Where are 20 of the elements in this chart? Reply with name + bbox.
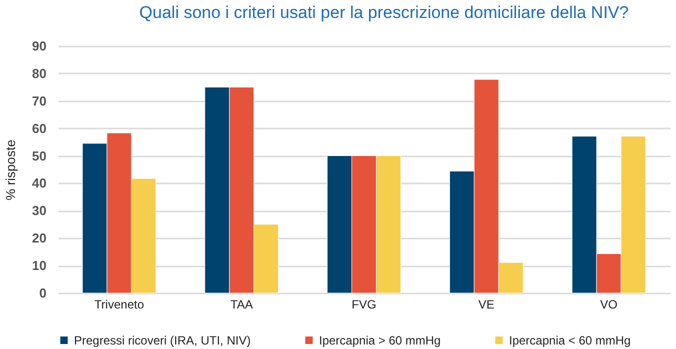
x-tick-label: VO xyxy=(600,298,618,312)
legend-label: Ipercapnia < 60 mmHg xyxy=(509,333,631,348)
y-tick-label: 20 xyxy=(32,230,46,246)
x-tick-label: VE xyxy=(478,298,494,312)
chart-title: Quali sono i criteri usati per la prescrizione domiciliare della NIV? xyxy=(139,3,629,22)
x-tick-label: FVG xyxy=(352,298,376,312)
y-tick-label: 60 xyxy=(32,120,46,136)
y-tick-label: 30 xyxy=(32,203,46,218)
legend-label: Ipercapnia > 60 mmHg xyxy=(319,333,441,348)
y-axis-title: % risposte xyxy=(3,140,18,200)
y-tick-label: 70 xyxy=(32,93,46,108)
y-tick-label: 90 xyxy=(32,38,46,54)
y-tick-label: 10 xyxy=(32,258,46,274)
y-tick-label: 50 xyxy=(32,148,46,164)
x-tick-label: Triveneto xyxy=(94,298,144,312)
y-tick-label: 0 xyxy=(39,286,46,300)
y-tick-label: 40 xyxy=(32,176,46,191)
x-tick-label: TAA xyxy=(230,298,253,312)
y-tick-label: 80 xyxy=(32,66,46,81)
legend-label: Pregressi ricoveri (IRA, UTI, NIV) xyxy=(74,333,251,348)
